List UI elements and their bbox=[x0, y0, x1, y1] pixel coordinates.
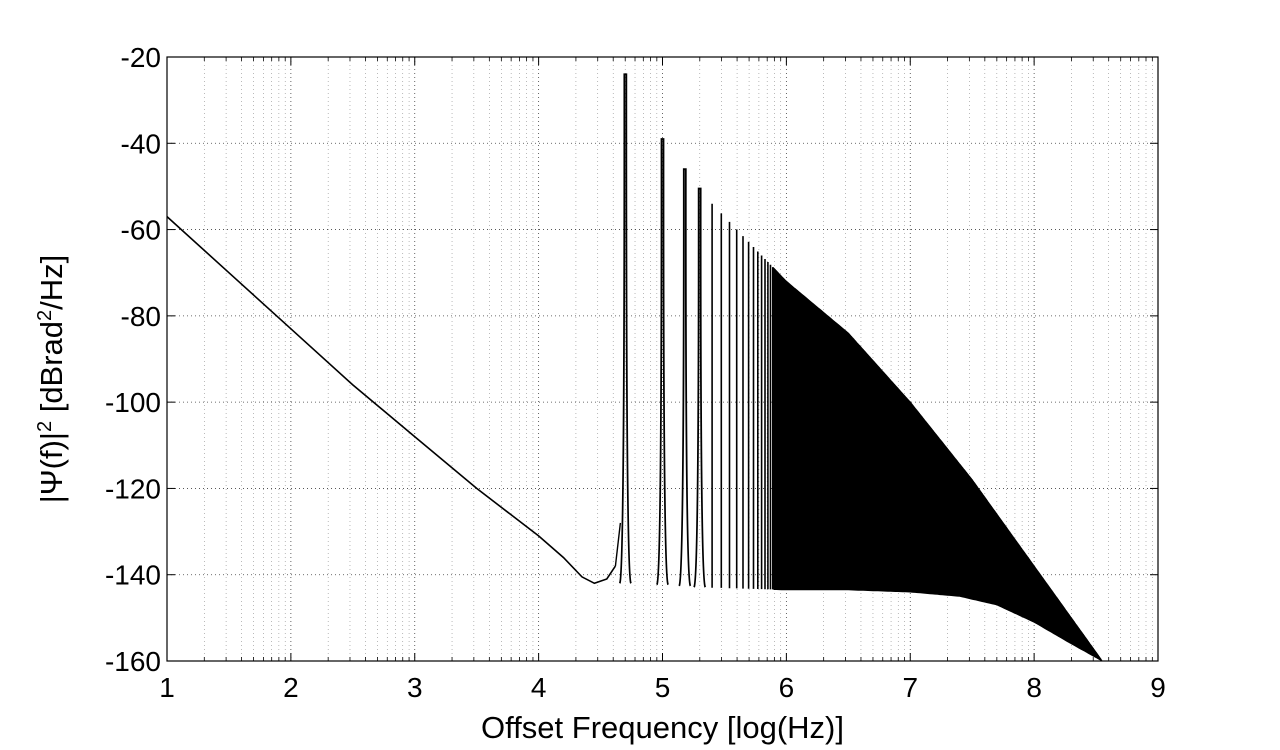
tick-marks bbox=[166, 56, 1159, 662]
tick-labels: 1 2 3 4 5 6 7 8 9 -20 -40 -60 -80 -100 -120 -140 -160 bbox=[105, 42, 1166, 703]
x-tick-label: 2 bbox=[283, 672, 299, 703]
x-tick-label: 1 bbox=[159, 672, 175, 703]
y-tick-label: -120 bbox=[105, 473, 161, 504]
y-tick-label: -20 bbox=[121, 42, 161, 73]
y-tick-label: -140 bbox=[105, 560, 161, 591]
plot-area bbox=[166, 73, 1103, 662]
comb-band bbox=[773, 267, 1102, 662]
resonance-peak bbox=[618, 73, 632, 584]
x-tick-label: 4 bbox=[531, 672, 547, 703]
x-tick-label: 3 bbox=[407, 672, 423, 703]
y-tick-label: -40 bbox=[121, 128, 161, 159]
x-tick-label: 6 bbox=[779, 672, 795, 703]
y-tick-label: -160 bbox=[105, 646, 161, 677]
resonance-peak bbox=[656, 138, 669, 586]
resonance-peak bbox=[678, 168, 692, 587]
series-line bbox=[614, 522, 622, 567]
y-axis-title-part: /Hz] bbox=[34, 255, 69, 310]
series-line bbox=[166, 216, 617, 585]
y-axis-title: |Ψ(f)|2 [dBrad2/Hz] bbox=[34, 255, 69, 504]
y-axis-title-part: [dBrad bbox=[34, 321, 69, 421]
grid bbox=[166, 56, 1159, 662]
resonance-peak bbox=[693, 187, 707, 588]
x-tick-label: 5 bbox=[655, 672, 671, 703]
x-tick-label: 8 bbox=[1026, 672, 1042, 703]
x-axis-title: Offset Frequency [log(Hz)] bbox=[481, 710, 844, 745]
y-axis-title-part: |Ψ(f)| bbox=[34, 432, 69, 503]
y-axis-title-superscript: 2 bbox=[34, 421, 56, 432]
y-tick-label: -80 bbox=[121, 301, 161, 332]
y-tick-label: -100 bbox=[105, 387, 161, 418]
y-axis-title-superscript: 2 bbox=[34, 310, 56, 321]
x-tick-label: 9 bbox=[1150, 672, 1166, 703]
y-tick-label: -60 bbox=[121, 215, 161, 246]
x-tick-label: 7 bbox=[902, 672, 918, 703]
